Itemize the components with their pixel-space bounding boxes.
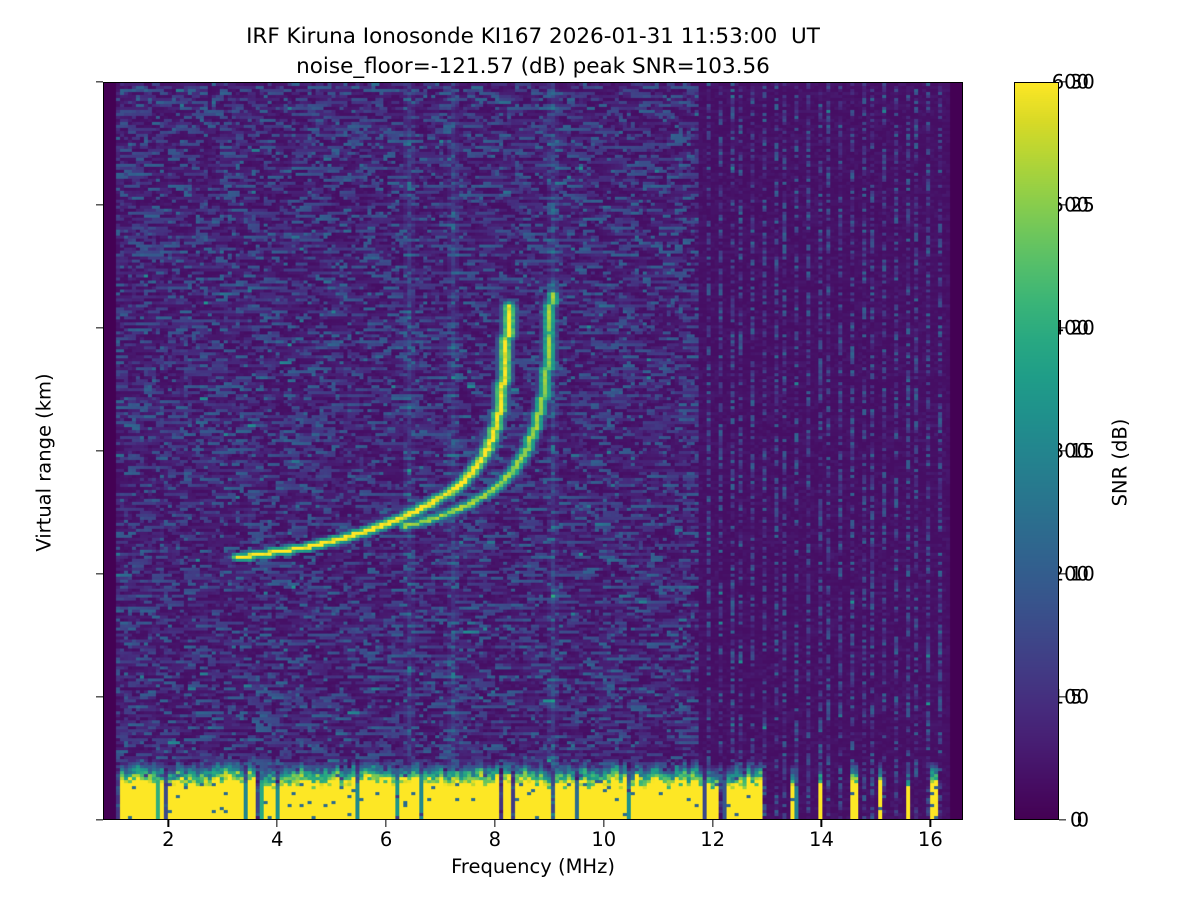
colorbar-tick-label: 0 — [1070, 808, 1083, 832]
title-line-primary: IRF Kiruna Ionosonde KI167 2026-01-31 11… — [246, 24, 820, 49]
colorbar — [1014, 82, 1059, 820]
x-axis-label: Frequency (MHz) — [451, 855, 615, 878]
y-tick-label: 500 — [1051, 193, 1089, 217]
x-tick-label: 4 — [270, 828, 284, 851]
y-tick-mark — [96, 696, 103, 698]
y-tick-mark — [96, 204, 103, 206]
y-tick-label: 300 — [1051, 439, 1089, 463]
y-tick-label: 0 — [1076, 808, 1089, 832]
colorbar-tick-mark — [1059, 81, 1066, 83]
y-tick-mark — [96, 819, 103, 821]
colorbar-tick-label: 30 — [1070, 70, 1095, 94]
x-tick-label: 6 — [379, 828, 393, 851]
ionogram-plot-area — [103, 82, 963, 820]
x-tick-mark — [929, 820, 931, 827]
colorbar-tick-label: 10 — [1070, 562, 1095, 586]
x-tick-mark — [494, 820, 496, 827]
colorbar-tick-label: 15 — [1070, 439, 1095, 463]
x-tick-label: 2 — [162, 828, 175, 851]
x-tick-label: 16 — [917, 828, 943, 851]
y-tick-label: 100 — [1051, 685, 1089, 709]
colorbar-tick-mark — [1059, 204, 1066, 206]
colorbar-tick-mark — [1059, 819, 1066, 821]
y-tick-label: 400 — [1051, 316, 1089, 340]
colorbar-tick-label: 20 — [1070, 316, 1095, 340]
x-tick-mark — [385, 820, 387, 827]
colorbar-gradient — [1015, 83, 1058, 819]
x-tick-label: 10 — [591, 828, 617, 851]
x-tick-mark — [711, 820, 714, 827]
x-tick-label: 12 — [700, 828, 726, 851]
x-tick-mark — [167, 820, 169, 827]
colorbar-tick-mark — [1059, 696, 1066, 698]
title-line-secondary: noise_floor=-121.57 (dB) peak SNR=103.56 — [296, 54, 770, 79]
colorbar-tick-mark — [1059, 450, 1066, 452]
x-tick-mark — [276, 820, 278, 827]
figure-title: IRF Kiruna Ionosonde KI167 2026-01-31 11… — [0, 22, 1066, 82]
ionogram-heatmap — [104, 83, 962, 819]
y-tick-label: 200 — [1051, 562, 1089, 586]
y-tick-label: 600 — [1051, 70, 1089, 94]
colorbar-label: SNR (dB) — [1108, 418, 1132, 507]
y-axis-label: Virtual range (km) — [32, 373, 56, 552]
x-tick-label: 8 — [488, 828, 502, 851]
y-tick-mark — [96, 327, 103, 329]
colorbar-tick-mark — [1059, 327, 1066, 329]
x-tick-mark — [820, 820, 823, 827]
colorbar-tick-label: 25 — [1070, 193, 1095, 217]
colorbar-tick-label: 5 — [1070, 685, 1083, 709]
y-tick-mark — [96, 81, 103, 83]
y-tick-mark — [96, 450, 103, 452]
x-tick-label: 14 — [809, 828, 834, 851]
x-tick-mark — [603, 820, 605, 827]
colorbar-tick-mark — [1059, 573, 1066, 575]
y-tick-mark — [96, 573, 103, 575]
